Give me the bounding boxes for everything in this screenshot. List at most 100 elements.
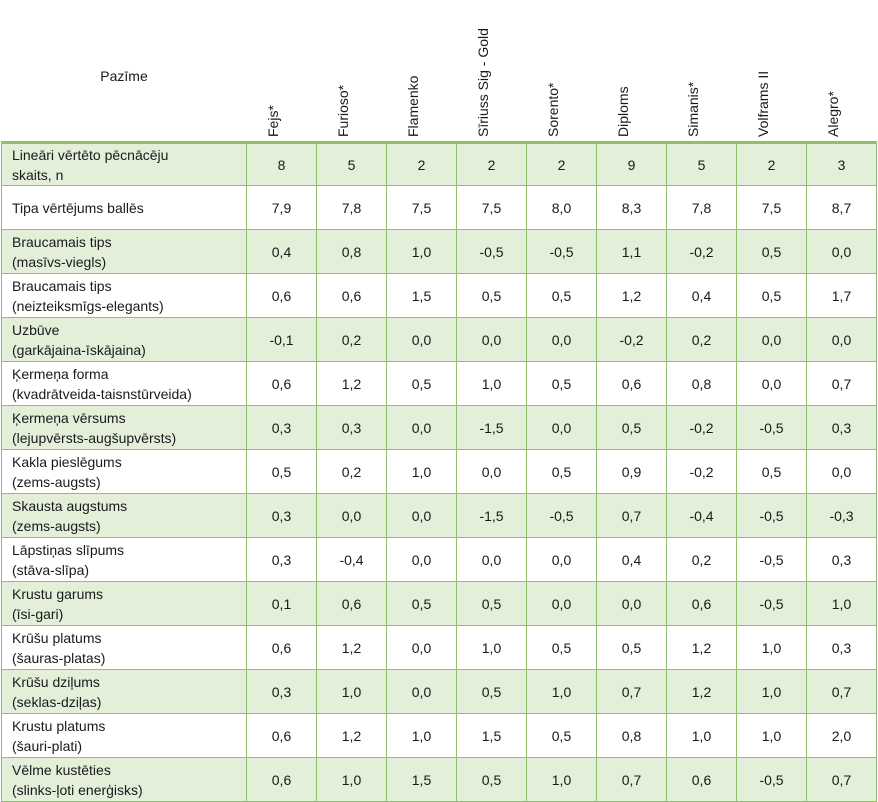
table-cell: 0,0 — [596, 581, 667, 626]
table-cell: 0,7 — [806, 669, 877, 714]
table-cell: 0,8 — [666, 361, 737, 406]
table-cell: 9 — [596, 142, 667, 186]
table-cell: 7,9 — [246, 185, 317, 230]
row-label-line-1: Lineāri vērtēto pēcnācēju — [12, 146, 169, 163]
table-row: Kakla pieslēgums (zems-augsts) 0,5 0,2 1,0 0,… — [1, 449, 877, 494]
table-cell: 1,0 — [316, 669, 387, 714]
table-cell: 1,2 — [316, 713, 387, 758]
row-label-line-2: (zems-augsts) — [12, 517, 101, 534]
table-cell: 0,5 — [736, 273, 807, 318]
row-label-line-2: (garkājaina-īskājaina) — [12, 341, 146, 358]
row-label: Ķermeņa forma (kvadrātveida-taisnstūrveid… — [1, 361, 247, 406]
table-cell: 0,5 — [456, 757, 527, 802]
table-cell: 1,2 — [316, 361, 387, 406]
row-label-line-1: Skausta augstums — [12, 497, 128, 514]
table-cell: 0,0 — [386, 317, 457, 362]
table-cell: 1,0 — [386, 449, 457, 494]
row-label-line-1: Braucamais tips — [12, 233, 112, 250]
table-cell: -0,2 — [596, 317, 667, 362]
table-cell: 0,6 — [316, 581, 387, 626]
row-label: Tipa vērtējums ballēs — [1, 185, 247, 230]
table-cell: 0,6 — [246, 273, 317, 318]
table-cell: -0,2 — [666, 405, 737, 450]
table-cell: 0,5 — [526, 273, 597, 318]
column-header: Fejs* — [246, 0, 317, 144]
table-row: Lāpstiņas slīpums (stāva-slīpa) 0,3 -0,4 0,0… — [1, 537, 877, 582]
table-cell: 0,0 — [526, 317, 597, 362]
table-cell: 0,0 — [386, 537, 457, 582]
table-cell: 0,0 — [806, 449, 877, 494]
table-cell: 0,7 — [596, 757, 667, 802]
table-cell: 0,3 — [246, 537, 317, 582]
table-cell: 1,7 — [806, 273, 877, 318]
table-cell: 0,8 — [316, 229, 387, 274]
table-cell: 0,5 — [736, 449, 807, 494]
table-cell: 1,0 — [736, 713, 807, 758]
table-cell: 1,0 — [316, 757, 387, 802]
table-cell: -1,5 — [456, 405, 527, 450]
table-cell: 0,6 — [246, 625, 317, 670]
table-cell: 1,2 — [666, 669, 737, 714]
table-cell: 0,8 — [596, 713, 667, 758]
table-cell: 0,4 — [596, 537, 667, 582]
row-label-line-2: (masīvs-viegls) — [12, 253, 107, 270]
row-label-line-2: (slinks-ļoti enerģisks) — [12, 781, 143, 798]
table-cell: 0,5 — [456, 273, 527, 318]
table-cell: 0,4 — [246, 229, 317, 274]
table-cell: -0,5 — [736, 537, 807, 582]
table-cell: 1,0 — [456, 361, 527, 406]
table-cell: 0,7 — [806, 757, 877, 802]
table-cell: 0,0 — [526, 405, 597, 450]
table-cell: 0,3 — [246, 405, 317, 450]
table-cell: 2,0 — [806, 713, 877, 758]
header-row: Pazīme Fejs* Furioso* Flamenko Sīriuss S… — [1, 0, 877, 144]
table-cell: 0,0 — [736, 361, 807, 406]
row-label-line-2: (šauri-plati) — [12, 737, 83, 754]
table-cell: 0,5 — [596, 405, 667, 450]
table-cell: -0,3 — [806, 493, 877, 538]
table-cell: 0,0 — [386, 493, 457, 538]
row-label-line-2: skaits, n — [12, 166, 64, 183]
row-label-line-2: (stāva-slīpa) — [12, 561, 90, 578]
table-cell: 0,0 — [736, 317, 807, 362]
table-cell: 0,1 — [246, 581, 317, 626]
table-cell: 1,2 — [316, 625, 387, 670]
row-label-line-1: Kakla pieslēgums — [12, 453, 122, 470]
table-cell: 2 — [526, 142, 597, 186]
column-header-label: Diploms — [614, 86, 631, 137]
table-cell: 1,5 — [456, 713, 527, 758]
row-label-line-1: Lāpstiņas slīpums — [12, 541, 125, 558]
table-cell: -0,5 — [736, 493, 807, 538]
table-cell: 0,6 — [246, 713, 317, 758]
table-cell: 7,8 — [666, 185, 737, 230]
table-cell: 8,0 — [526, 185, 597, 230]
table-cell: 0,2 — [666, 317, 737, 362]
table-cell: -0,5 — [736, 405, 807, 450]
table-cell: 8,3 — [596, 185, 667, 230]
row-label: Vēlme kustēties (slinks-ļoti enerģisks) — [1, 757, 247, 802]
table-cell: 0,0 — [456, 537, 527, 582]
table-cell: 0,0 — [316, 493, 387, 538]
table-cell: 0,0 — [386, 669, 457, 714]
table-cell: 8 — [246, 142, 317, 186]
table-cell: 0,5 — [526, 449, 597, 494]
table-cell: 0,0 — [456, 449, 527, 494]
row-label-line-2: (īsi-gari) — [12, 605, 64, 622]
column-header-label: Sorento* — [544, 82, 561, 137]
row-label-line-1: Krūšu dziļums — [12, 673, 100, 690]
table-cell: 1,2 — [666, 625, 737, 670]
table-row: Tipa vērtējums ballēs 7,9 7,8 7,5 7,5 8,0 8,3 7… — [1, 185, 877, 230]
table-cell: 0,4 — [666, 273, 737, 318]
table-cell: 0,6 — [246, 757, 317, 802]
table-cell: 0,3 — [246, 493, 317, 538]
table-cell: 3 — [806, 142, 877, 186]
table-cell: 0,6 — [666, 757, 737, 802]
table-cell: 1,0 — [806, 581, 877, 626]
table-cell: 0,3 — [806, 405, 877, 450]
table-cell: 0,6 — [316, 273, 387, 318]
table-cell: 5 — [666, 142, 737, 186]
table-cell: -0,5 — [456, 229, 527, 274]
